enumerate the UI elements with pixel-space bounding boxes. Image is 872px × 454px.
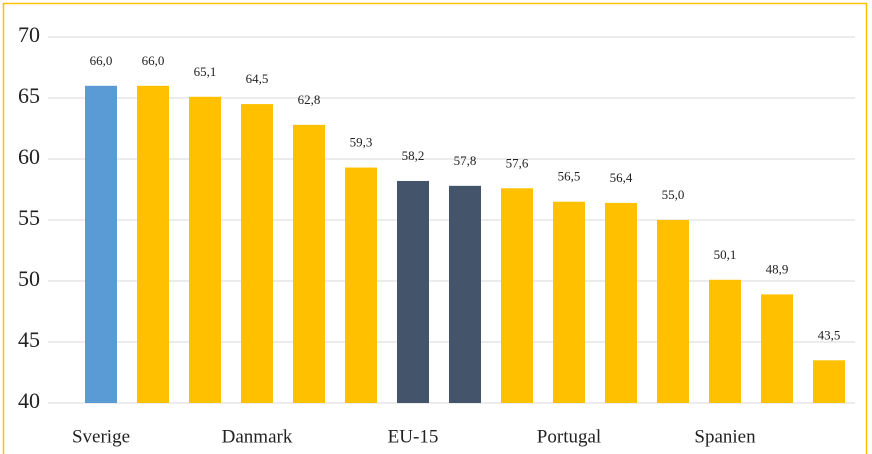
bar	[241, 104, 273, 403]
bar	[345, 167, 377, 403]
bar	[293, 124, 325, 403]
y-tick-label: 50	[18, 266, 40, 291]
value-label: 57,6	[506, 155, 529, 170]
y-tick-label: 45	[18, 327, 40, 352]
value-label: 62,8	[298, 92, 321, 107]
value-label: 56,4	[610, 170, 633, 185]
value-label: 59,3	[350, 135, 373, 150]
bar	[709, 279, 741, 403]
bar	[501, 188, 533, 403]
x-tick-label: Sverige	[72, 426, 130, 447]
value-label: 64,5	[246, 71, 269, 86]
x-tick-label: EU-15	[388, 426, 439, 447]
value-label: 48,9	[766, 261, 789, 276]
bar	[761, 294, 793, 403]
x-tick-label: Spanien	[694, 426, 756, 447]
value-label: 66,0	[142, 53, 165, 68]
value-label: 56,5	[558, 169, 581, 184]
value-label: 65,1	[194, 64, 217, 79]
bar	[553, 201, 585, 403]
value-label: 50,1	[714, 247, 737, 262]
y-tick-label: 55	[18, 205, 40, 230]
bar	[657, 220, 689, 403]
y-tick-label: 40	[18, 388, 40, 413]
y-tick-label: 70	[18, 22, 40, 47]
value-label: 57,8	[454, 153, 477, 168]
bar	[449, 185, 481, 403]
value-label: 55,0	[662, 187, 685, 202]
value-label: 58,2	[402, 148, 425, 163]
bar	[397, 180, 429, 403]
value-label: 43,5	[818, 327, 841, 342]
y-tick-label: 60	[18, 144, 40, 169]
y-tick-label: 65	[18, 83, 40, 108]
x-tick-label: Portugal	[537, 426, 601, 447]
bar	[189, 96, 221, 403]
bar	[813, 360, 845, 403]
value-label: 66,0	[90, 53, 113, 68]
bar	[137, 85, 169, 404]
bar	[85, 85, 117, 404]
x-tick-label: Danmark	[222, 426, 293, 447]
bar	[605, 202, 637, 403]
